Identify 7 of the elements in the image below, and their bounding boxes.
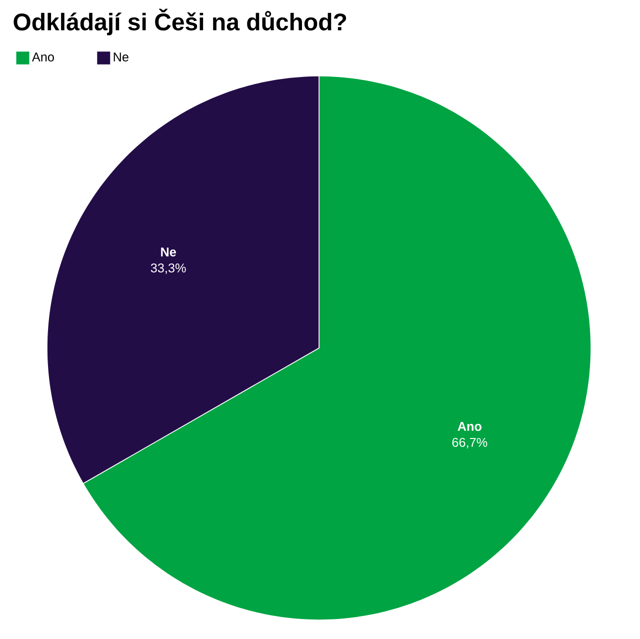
chart-title: Odkládají si Češi na důchod? [14, 8, 346, 36]
legend-label: Ne [114, 52, 128, 62]
slice-label: Ne [161, 248, 176, 256]
legend-label: Ano [32, 52, 54, 62]
data-label: 66,7% [452, 438, 488, 448]
slice-label: Ano [458, 422, 482, 431]
data-label: 33,3% [150, 263, 186, 274]
